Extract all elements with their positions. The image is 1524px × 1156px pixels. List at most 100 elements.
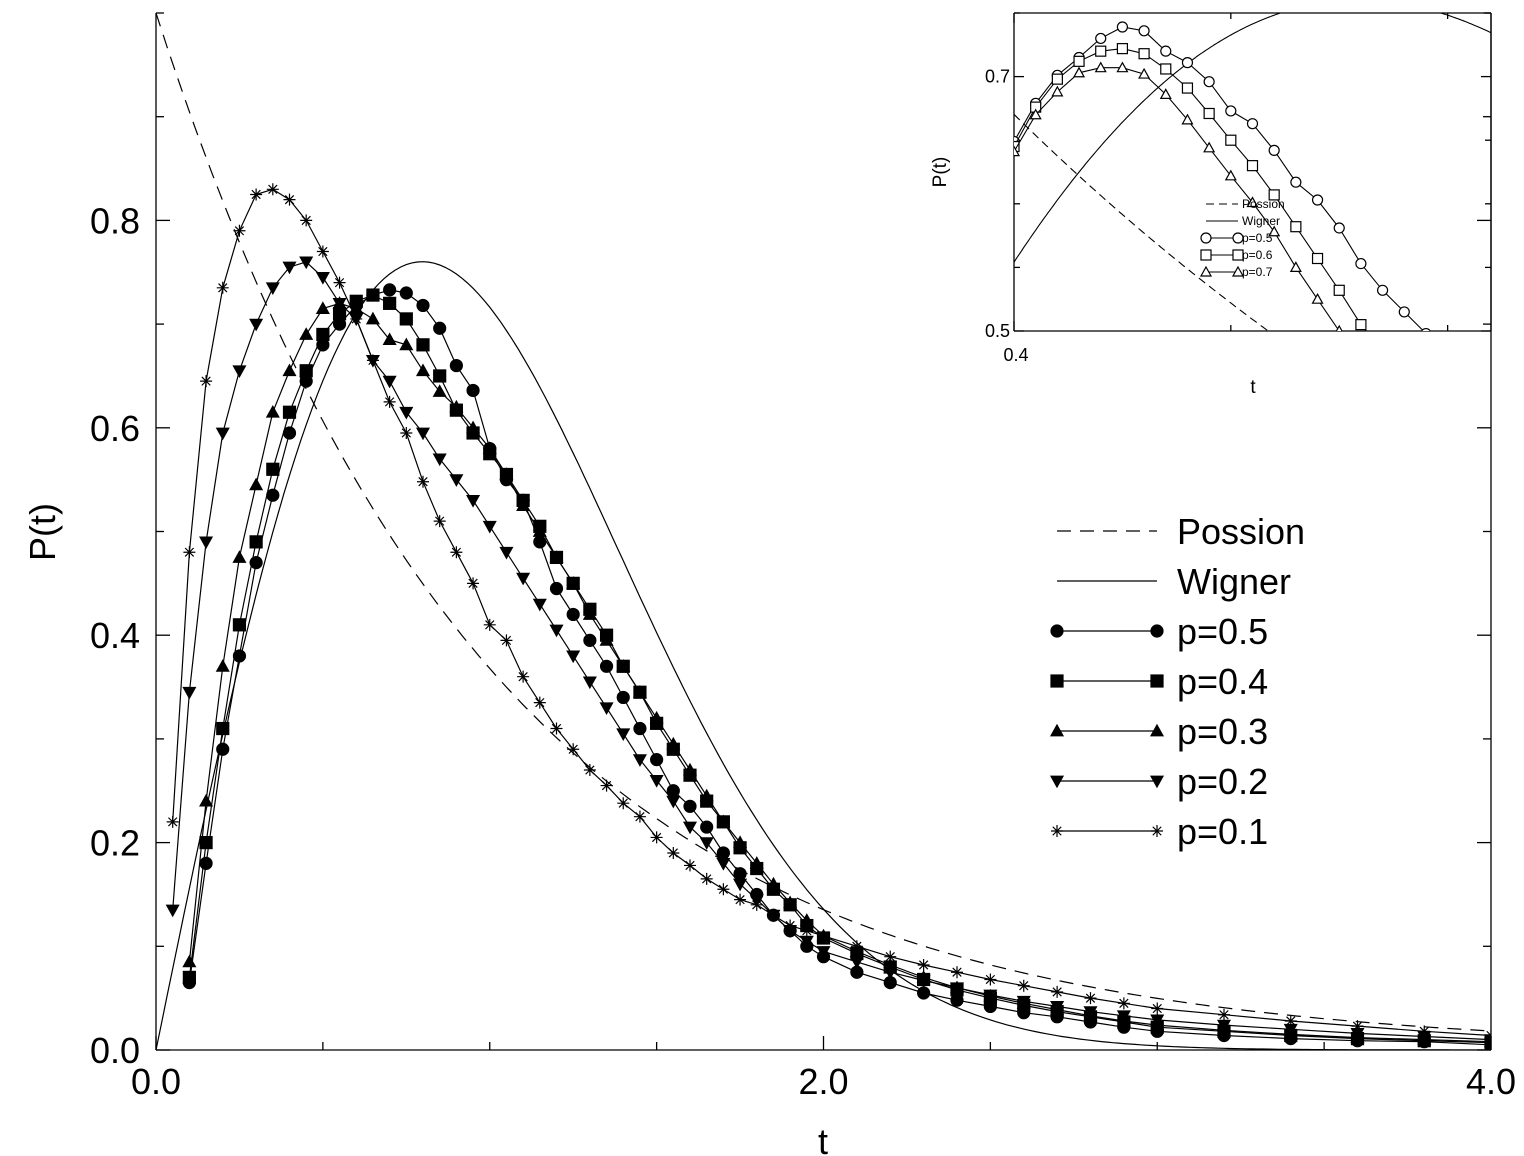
- inset-series-p-0-6-point: [1051, 73, 1063, 85]
- main-series-p-0-1-point: [700, 872, 713, 885]
- main-series-p-0-2-point: [199, 536, 214, 550]
- main-series-p-0-5-point: [399, 286, 413, 300]
- main-series-p-0-1-point: [1485, 1029, 1491, 1042]
- main-legend-marker: [1051, 825, 1063, 837]
- main-series-p-0-1-point: [333, 276, 346, 289]
- main-series-p-0-2-point: [449, 474, 464, 487]
- main-series-p-0-5-point: [683, 799, 697, 813]
- main-series-p-0-1-point: [417, 475, 429, 488]
- main-series-p-0-2-point: [482, 520, 497, 534]
- inset-series-p-0-6-point: [1116, 43, 1129, 55]
- main-series-p-0-2-point: [1083, 1006, 1098, 1019]
- main-series-p-0-3-point: [566, 576, 581, 589]
- inset-series-p-0-7-point: [1051, 85, 1064, 97]
- main-series-p-0-1-point: [567, 743, 580, 756]
- inset-series-p-0-6-point: [1225, 134, 1237, 146]
- main-legend-marker: [1050, 674, 1064, 688]
- main-series-p-0-3-point: [265, 405, 280, 418]
- main-series-p-0-3-point: [733, 835, 748, 849]
- inset-series-p-0-5-point: [1116, 21, 1129, 33]
- inset-series-p-0-7-line: [1014, 67, 1340, 331]
- main-series-p-0-1-point: [1151, 1002, 1164, 1015]
- main-series-p-0-1-point: [750, 898, 763, 911]
- main-series-p-0-1-point: [1418, 1025, 1431, 1038]
- inset-series-p-0-7-point: [1443, 428, 1453, 437]
- inset-legend-marker: [1232, 232, 1244, 244]
- main-series-p-0-5-point: [266, 488, 280, 502]
- main-series-p-0-1-point: [500, 634, 513, 647]
- main-series-p-0-4-point: [282, 405, 297, 419]
- main-series-p-0-5-point: [616, 690, 630, 705]
- main-legend-marker: [1149, 723, 1165, 737]
- inset-series-p-0-7-point: [1421, 412, 1431, 421]
- main-series-p-0-4-point: [416, 338, 430, 352]
- main-series-p-0-1-point: [483, 618, 496, 631]
- main-series-p-0-1-point: [850, 940, 863, 953]
- main-legend-marker: [1049, 775, 1065, 789]
- main-series-p-0-2-point: [916, 975, 931, 988]
- main-series-p-0-1-point: [383, 395, 396, 408]
- main-series-p-0-5-point: [700, 820, 714, 834]
- main-series-wigner-line: [156, 261, 1491, 1050]
- main-series-p-0-1-point: [300, 214, 313, 227]
- main-series-p-0-1-point: [1051, 985, 1064, 998]
- inset-plot: 0.4 0.5 0.7 t P(t) Possion Wigner p=0.5 p=0.6 p=0…: [930, 12, 1492, 437]
- main-series-p-0-5-point: [199, 856, 213, 870]
- inset-series-possion: [1014, 114, 1270, 331]
- inset-series-p-0-7-point: [1094, 61, 1107, 73]
- main-series-p-0-2-point: [399, 406, 414, 420]
- main-series-p-0-1-point: [800, 924, 813, 937]
- inset-series-p-0-6-point: [1203, 107, 1215, 120]
- main-legend: Possion Wigner p=0.5 p=0.4 p=0.3 p=0.2 p=0.1: [1049, 511, 1305, 852]
- main-series-p-0-1-point: [1084, 992, 1097, 1005]
- inset-series-p-0-7-point: [1203, 141, 1216, 153]
- main-series-p-0-5-point: [433, 321, 447, 335]
- main-series-p-0-1-point: [884, 950, 897, 963]
- main-series-p-0-1-point: [433, 515, 446, 528]
- inset-series-p-0-7-point: [1014, 145, 1021, 157]
- main-series-p-0-3-point: [499, 467, 514, 480]
- main-legend-label: p=0.2: [1177, 761, 1268, 802]
- inset-series-p-0-5-point: [1203, 76, 1215, 88]
- inset-series-p-0-7-point: [1399, 396, 1409, 405]
- inset-series-p-0-5: [1014, 21, 1431, 331]
- inset-series-p-0-6-point: [1333, 284, 1345, 296]
- main-series-p-0-2-point: [566, 650, 581, 664]
- main-series-p-0-1-point: [667, 846, 680, 859]
- main-series-p-0-1-point: [734, 893, 747, 906]
- inset-series-p-0-6: [1014, 43, 1368, 331]
- inset-series-p-0-6-point: [1268, 189, 1280, 201]
- main-series-p-0-5-point: [583, 633, 597, 647]
- main-y-axis-title: P(t): [22, 503, 63, 561]
- inset-series-p-0-5-point: [1290, 176, 1302, 188]
- main-series-p-0-1-point: [400, 426, 413, 439]
- main-series-p-0-4-line: [188, 294, 1491, 1044]
- main-series-p-0-1-point: [200, 375, 213, 388]
- main-series-p-0-3-point: [415, 363, 431, 377]
- main-series-p-0-3-point: [532, 524, 547, 537]
- main-series-p-0-3-point: [699, 788, 714, 802]
- main-series-p-0-2-point: [299, 256, 314, 270]
- inset-series-p-0-7-point: [1138, 67, 1151, 79]
- main-series-p-0-4-point: [266, 462, 280, 476]
- main-series-p-0-3-point: [482, 441, 497, 454]
- main-series-p-0-3-point: [232, 550, 247, 563]
- main-series-p-0-2: [165, 256, 1491, 1047]
- inset-y-tick-label: 0.7: [985, 67, 1010, 87]
- main-series-p-0-3-point: [215, 659, 230, 672]
- main-series-p-0-1-point: [984, 973, 997, 986]
- main-series-p-0-2-point: [816, 946, 831, 959]
- inset-series-p-0-7-point: [1181, 113, 1194, 125]
- inset-series-area: [1014, 13, 1491, 437]
- main-legend-label: p=0.5: [1177, 611, 1268, 652]
- main-series-p-0-2-point: [282, 261, 297, 275]
- main-series-p-0-2-point: [649, 774, 664, 788]
- main-series-p-0-2-point: [549, 624, 564, 638]
- main-legend-marker: [1050, 624, 1064, 638]
- main-series-p-0-2-point: [849, 956, 864, 970]
- main-series-p-0-2-point: [666, 795, 681, 809]
- main-series-p-0-5: [182, 283, 1491, 1050]
- main-y-tick-label: 0.6: [90, 408, 140, 449]
- inset-legend-marker: [1232, 249, 1244, 261]
- inset-legend-marker: [1200, 232, 1212, 244]
